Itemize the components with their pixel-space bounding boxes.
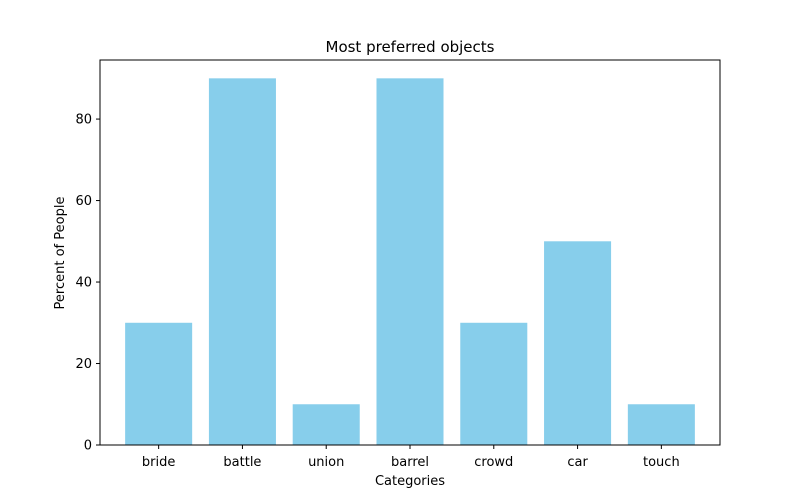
y-axis-label: Percent of People bbox=[53, 197, 68, 310]
x-tick-label: car bbox=[567, 455, 588, 470]
x-tick-label: union bbox=[308, 455, 344, 470]
chart-title: Most preferred objects bbox=[326, 38, 495, 56]
x-tick-label: touch bbox=[643, 455, 680, 470]
y-tick-label: 20 bbox=[75, 357, 92, 372]
x-tick-label: barrel bbox=[391, 455, 429, 470]
y-tick-label: 40 bbox=[75, 276, 92, 291]
y-tick-label: 80 bbox=[75, 113, 92, 128]
bar-car bbox=[544, 241, 612, 445]
x-tick-label: crowd bbox=[474, 455, 513, 470]
y-axis-ticks: 0 20 40 60 80 bbox=[75, 113, 100, 454]
bars-group bbox=[125, 78, 695, 445]
y-tick-label: 60 bbox=[75, 194, 92, 209]
x-tick-label: bride bbox=[142, 455, 175, 470]
bar-bride bbox=[125, 322, 193, 445]
bar-union bbox=[292, 404, 360, 445]
bar-crowd bbox=[460, 322, 528, 445]
x-axis-ticks: bride battle union barrel crowd car touch bbox=[142, 445, 680, 470]
x-tick-label: battle bbox=[223, 455, 261, 470]
x-axis-label: Categories bbox=[375, 474, 445, 489]
y-tick-label: 0 bbox=[84, 439, 92, 454]
bar-touch bbox=[627, 404, 695, 445]
bar-battle bbox=[208, 78, 276, 445]
plot-frame bbox=[99, 59, 721, 446]
bar-barrel bbox=[376, 78, 444, 445]
